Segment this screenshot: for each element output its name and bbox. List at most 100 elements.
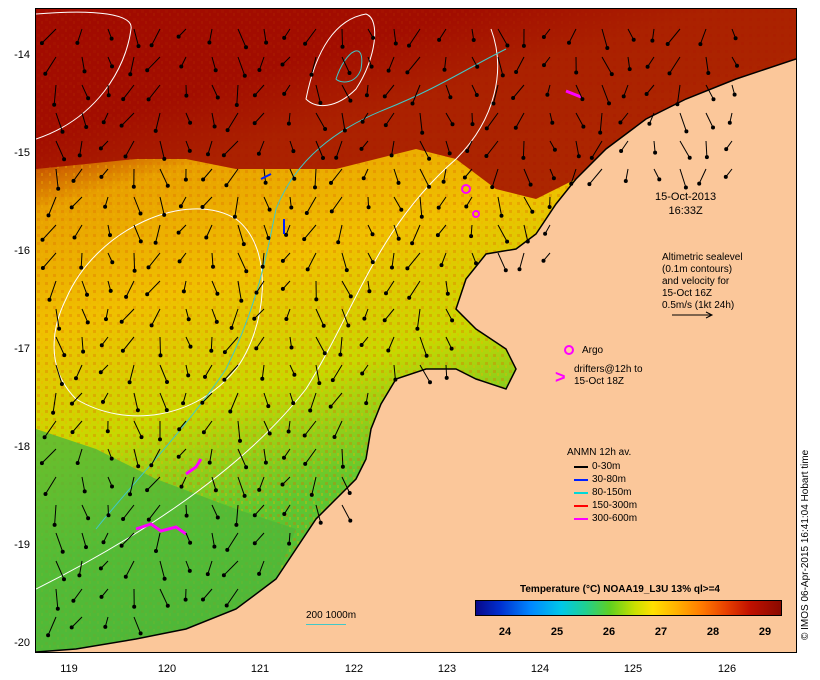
velocity-arrow bbox=[306, 196, 317, 214]
velocity-arrow-head bbox=[347, 71, 352, 75]
velocity-arrow bbox=[523, 168, 532, 185]
y-tick-label: -20 bbox=[14, 637, 30, 649]
velocity-arrow bbox=[407, 56, 421, 73]
mooring-arrows bbox=[260, 173, 285, 234]
velocity-arrow bbox=[601, 56, 613, 75]
velocity-arrow-head bbox=[704, 155, 709, 160]
colorbar bbox=[475, 600, 782, 616]
velocity-arrow-head bbox=[317, 381, 322, 386]
velocity-arrow bbox=[133, 196, 141, 214]
velocity-arrow bbox=[263, 392, 269, 407]
velocity-arrow-head bbox=[598, 130, 603, 135]
velocity-arrow-head bbox=[149, 463, 154, 468]
velocity-arrow-head bbox=[332, 435, 337, 439]
velocity-arrow bbox=[81, 504, 89, 519]
velocity-arrow-head bbox=[60, 129, 65, 134]
velocity-arrow-head bbox=[267, 207, 272, 212]
velocity-arrow bbox=[202, 588, 213, 600]
velocity-arrow-head bbox=[318, 520, 323, 525]
velocity-arrow bbox=[263, 28, 267, 43]
velocity-arrow bbox=[445, 140, 451, 154]
velocity-arrow bbox=[77, 448, 83, 464]
velocity-arrow-head bbox=[514, 70, 519, 74]
velocity-arrow bbox=[261, 364, 265, 379]
velocity-arrow-head bbox=[576, 154, 581, 159]
velocity-arrow-head bbox=[211, 264, 215, 269]
velocity-arrow-head bbox=[183, 177, 188, 182]
velocity-arrow bbox=[445, 364, 448, 378]
velocity-arrow bbox=[393, 196, 402, 210]
velocity-arrow bbox=[407, 252, 421, 269]
velocity-arrow-head bbox=[396, 236, 401, 241]
velocity-arrow-head bbox=[158, 353, 163, 358]
velocity-arrow-head bbox=[101, 540, 106, 545]
velocity-arrow bbox=[705, 140, 708, 158]
velocity-arrow bbox=[705, 112, 714, 128]
velocity-arrow bbox=[159, 560, 166, 579]
velocity-arrow-head bbox=[222, 377, 227, 382]
velocity-arrow-head bbox=[62, 157, 67, 162]
velocity-arrow-head bbox=[109, 36, 114, 41]
velocity-arrow bbox=[486, 112, 499, 129]
velocity-arrow bbox=[311, 56, 317, 75]
velocity-arrow bbox=[48, 196, 57, 216]
velocity-arrow-head bbox=[154, 549, 158, 553]
velocity-arrow-head bbox=[252, 121, 257, 126]
velocity-arrow bbox=[151, 28, 161, 46]
warm-water-region bbox=[36, 9, 796, 199]
velocity-arrow-head bbox=[214, 319, 219, 324]
velocity-arrow-head bbox=[419, 214, 424, 219]
velocity-arrow-head bbox=[146, 97, 151, 102]
velocity-arrow-head bbox=[188, 540, 193, 545]
velocity-arrow-head bbox=[39, 461, 44, 466]
velocity-arrow-head bbox=[215, 95, 220, 100]
velocity-arrow-head bbox=[302, 433, 307, 438]
velocity-arrow bbox=[445, 112, 453, 125]
velocity-arrow-head bbox=[449, 346, 454, 351]
velocity-arrow-head bbox=[340, 464, 345, 469]
velocity-arrow-head bbox=[132, 268, 137, 273]
velocity-arrow bbox=[258, 56, 265, 71]
velocity-arrow bbox=[55, 336, 65, 356]
velocity-arrow bbox=[263, 224, 269, 239]
isobaths bbox=[95, 48, 507, 530]
velocity-arrow-head bbox=[39, 41, 44, 46]
velocity-arrow-head bbox=[46, 213, 51, 218]
velocity-arrow-head bbox=[284, 232, 289, 237]
colorbar-tick: 27 bbox=[654, 626, 668, 638]
velocity-arrow-head bbox=[62, 577, 66, 582]
velocity-arrow-head bbox=[213, 488, 218, 493]
velocity-arrow bbox=[491, 168, 499, 188]
velocity-arrow-head bbox=[145, 488, 150, 493]
velocity-arrow-head bbox=[631, 37, 636, 42]
velocity-arrow bbox=[620, 140, 629, 152]
velocity-arrow-head bbox=[82, 69, 87, 74]
velocity-arrow bbox=[129, 56, 135, 75]
velocity-arrow bbox=[253, 308, 265, 320]
velocity-arrow bbox=[53, 84, 57, 105]
velocity-arrow-head bbox=[445, 291, 450, 296]
velocity-arrow bbox=[80, 252, 83, 268]
velocity-arrow bbox=[72, 588, 83, 602]
velocity-arrow bbox=[81, 112, 87, 128]
drifters-label: drifters@12h to 15-Oct 18Z bbox=[574, 364, 643, 388]
velocity-arrow-head bbox=[517, 267, 522, 272]
velocity-arrow-head bbox=[40, 237, 45, 242]
velocity-arrow-head bbox=[254, 346, 259, 351]
depth-scale-line bbox=[306, 624, 346, 625]
velocity-arrow bbox=[207, 560, 213, 575]
velocity-arrow bbox=[234, 196, 239, 217]
velocity-arrow bbox=[258, 476, 265, 491]
velocity-arrow-head bbox=[75, 40, 80, 45]
velocity-arrow bbox=[497, 56, 504, 76]
velocity-arrow bbox=[341, 504, 351, 521]
velocity-arrow-head bbox=[382, 94, 387, 99]
velocity-arrow-head bbox=[330, 378, 335, 383]
velocity-arrow-head bbox=[399, 207, 404, 212]
velocity-arrow-head bbox=[201, 597, 205, 602]
velocity-arrow-head bbox=[342, 128, 347, 133]
velocity-arrow bbox=[42, 224, 57, 241]
velocity-arrow-head bbox=[257, 487, 262, 492]
map-time: 16:33Z bbox=[668, 205, 703, 217]
velocity-arrow-head bbox=[543, 231, 548, 236]
